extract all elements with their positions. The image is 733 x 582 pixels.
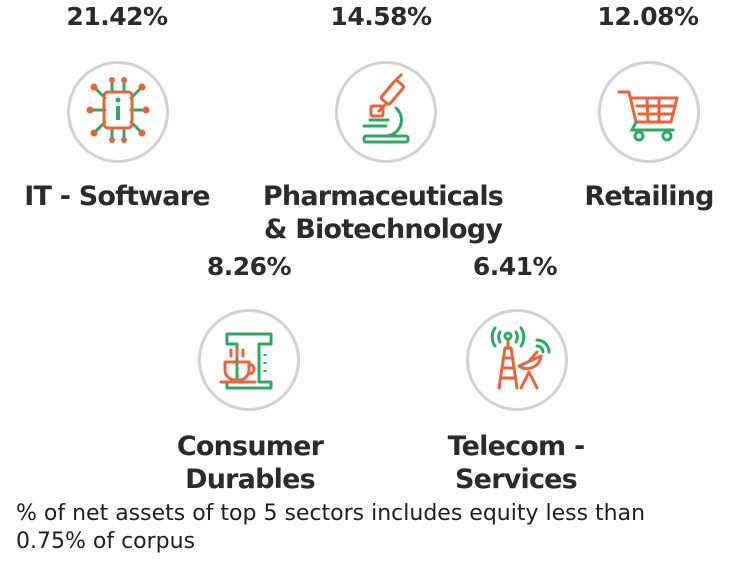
sector-percent: 12.08% — [558, 2, 733, 32]
shopping-cart-icon — [598, 61, 700, 163]
telecom-tower-icon — [466, 309, 568, 411]
sector-percent: 14.58% — [291, 2, 471, 32]
sector-label: IT - Software — [0, 180, 247, 213]
sector-label-line1: Pharmaceuticals — [253, 180, 513, 213]
sector-percent: 8.26% — [159, 252, 339, 282]
footnote-line1: % of net assets of top 5 sectors include… — [16, 500, 726, 528]
sector-label-line2: Services — [386, 463, 646, 496]
sector-label-line1: Telecom - — [386, 430, 646, 463]
sector-label: Retailing — [519, 180, 733, 213]
sector-label: Pharmaceuticals & Biotechnology — [253, 180, 513, 246]
sector-label: Consumer Durables — [120, 430, 380, 496]
coffee-maker-icon — [198, 309, 300, 411]
sector-label: Telecom - Services — [386, 430, 646, 496]
sector-label-line2: & Biotechnology — [253, 213, 513, 246]
sector-label-line1: Consumer — [120, 430, 380, 463]
footnote-line2: 0.75% of corpus — [16, 528, 726, 556]
microscope-icon — [335, 61, 437, 163]
footnote: % of net assets of top 5 sectors include… — [16, 500, 726, 556]
sector-percent: 21.42% — [27, 2, 207, 32]
chip-icon — [67, 61, 169, 163]
sector-label-line2: Durables — [120, 463, 380, 496]
sector-percent: 6.41% — [425, 252, 605, 282]
